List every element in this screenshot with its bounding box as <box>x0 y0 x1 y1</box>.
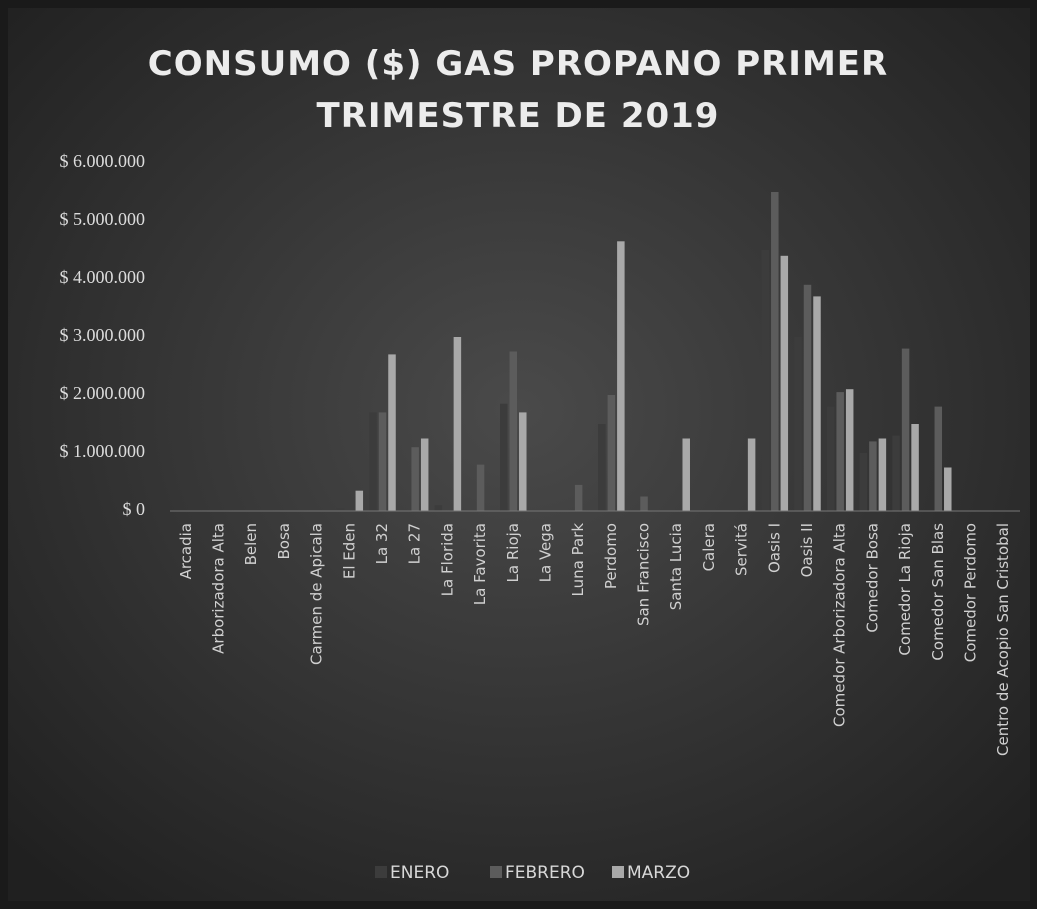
y-tick-label: $ 6.000.000 <box>60 151 146 171</box>
x-tick-label: La Favorita <box>471 523 489 605</box>
chart-title: CONSUMO ($) GAS PROPANO PRIMER TRIMESTRE… <box>147 44 889 136</box>
y-tick-label: $ 4.000.000 <box>60 267 146 287</box>
bar <box>476 464 485 511</box>
x-tick-label: La Vega <box>536 523 554 582</box>
x-tick-label: La 27 <box>406 523 424 564</box>
y-tick-label: $ 0 <box>123 499 146 519</box>
bar <box>598 424 606 511</box>
bar <box>771 192 779 511</box>
bar <box>434 505 443 511</box>
x-tick-label: Centro de Acopio San Cristobal <box>994 523 1012 756</box>
bar <box>747 438 756 511</box>
bar <box>836 392 844 511</box>
bar <box>355 490 364 511</box>
x-tick-label: San Francisco <box>635 523 653 626</box>
bar <box>901 348 910 511</box>
bar <box>682 438 690 511</box>
bar <box>500 403 508 511</box>
bar <box>369 412 377 511</box>
x-tick-label: Santa Lucia <box>667 523 685 610</box>
bar <box>859 453 868 511</box>
bar <box>453 337 462 511</box>
x-tick-label: Bosa <box>275 523 293 559</box>
bar <box>509 351 518 511</box>
x-tick-label: Arborizadora Alta <box>210 523 228 654</box>
x-tick-label: El Eden <box>340 523 358 579</box>
x-tick-label: Belen <box>242 523 260 565</box>
x-tick-label: Oasis I <box>765 523 783 573</box>
bar <box>411 447 419 511</box>
x-tick-label: La Florida <box>438 523 456 596</box>
x-tick-label: La 32 <box>373 523 391 564</box>
bar <box>892 435 900 511</box>
y-tick-label: $ 5.000.000 <box>60 209 146 229</box>
bar <box>519 412 527 511</box>
bar <box>336 508 345 511</box>
bar <box>574 484 583 511</box>
x-tick-label: La Rioja <box>504 523 522 582</box>
bar <box>780 255 789 511</box>
x-tick-label: Carmen de Apicala <box>308 523 326 665</box>
x-tick-label: Comedor La Rioja <box>896 523 914 656</box>
bar <box>813 296 821 511</box>
legend-swatch <box>612 866 624 878</box>
x-tick-label: Arcadia <box>177 523 195 579</box>
legend-label: FEBRERO <box>505 863 585 883</box>
bar <box>420 438 429 511</box>
bar <box>803 284 812 511</box>
y-tick-label: $ 3.000.000 <box>60 325 146 345</box>
x-tick-label: Comedor San Blas <box>929 523 947 661</box>
x-tick-label: Comedor Perdomo <box>961 523 979 662</box>
x-tick-label: Comedor Bosa <box>863 523 881 633</box>
bar <box>845 389 854 511</box>
x-tick-label: Oasis II <box>798 523 816 577</box>
y-tick-label: $ 2.000.000 <box>60 383 146 403</box>
bar <box>617 241 625 512</box>
legend-label: MARZO <box>627 863 690 883</box>
x-tick-label: Perdomo <box>602 523 620 589</box>
bar <box>911 424 919 511</box>
bar <box>826 406 835 511</box>
y-tick-label: $ 1.000.000 <box>60 441 146 461</box>
x-tick-label: Comedor Arborizadora Alta <box>831 523 849 727</box>
bar <box>378 412 387 511</box>
x-tick-label: Calera <box>700 523 718 571</box>
bar <box>607 395 616 511</box>
bar <box>640 496 648 511</box>
x-tick-label: Servitá <box>733 523 751 576</box>
bar <box>794 337 802 511</box>
legend-swatch <box>490 866 502 878</box>
bar <box>869 441 877 511</box>
legend-swatch <box>375 866 387 878</box>
bar <box>934 406 943 511</box>
bar <box>388 354 396 511</box>
bar <box>878 438 887 511</box>
legend-label: ENERO <box>390 863 449 883</box>
bar <box>944 467 952 511</box>
x-tick-label: Luna Park <box>569 523 587 597</box>
bar <box>761 250 770 511</box>
